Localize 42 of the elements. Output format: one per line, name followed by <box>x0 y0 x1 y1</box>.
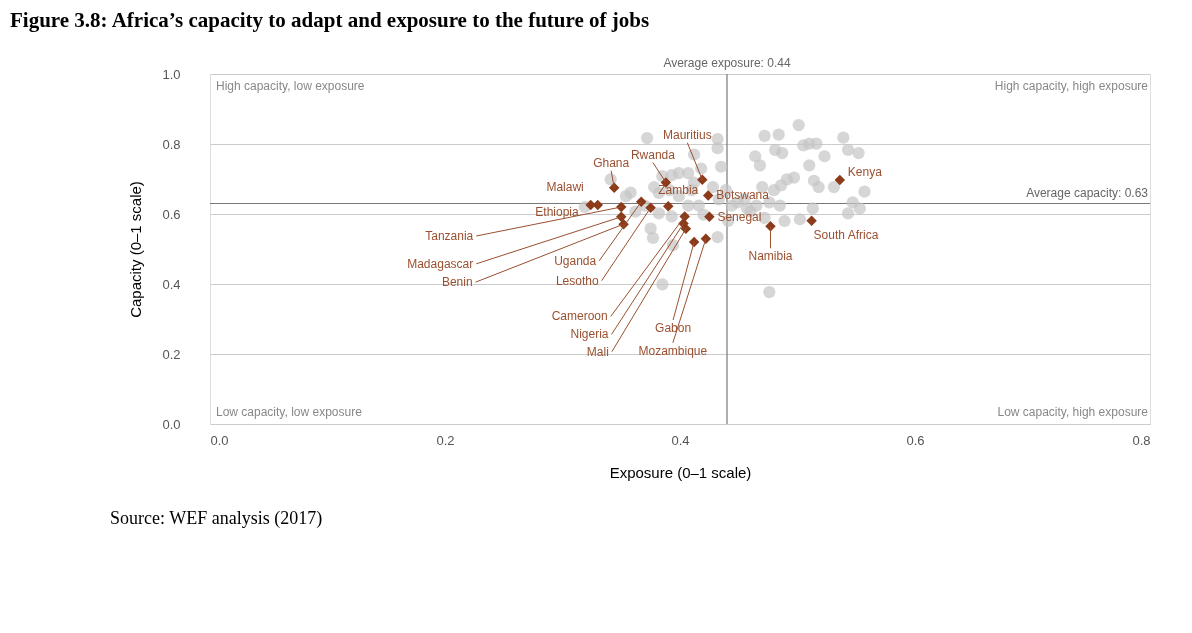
data-label: Cameroon <box>551 309 608 324</box>
data-label: Senegal <box>717 209 762 224</box>
annotation: High capacity, high exposure <box>994 79 1149 93</box>
x-tick-label: 0.2 <box>436 432 455 448</box>
x-tick-label: 0.0 <box>210 432 229 448</box>
data-label: Mozambique <box>638 343 708 358</box>
y-axis-title: Capacity (0–1 scale) <box>127 181 145 318</box>
y-tick-label: 0.2 <box>162 346 181 362</box>
source-note: Source: WEF analysis (2017) <box>110 508 323 529</box>
ref-line-label: Average capacity: 0.63 <box>1026 185 1149 200</box>
data-label: Zambia <box>658 183 699 198</box>
data-label: Rwanda <box>630 147 676 162</box>
ref-line-label: Average exposure: 0.44 <box>663 56 791 70</box>
x-tick-label: 0.6 <box>906 432 925 448</box>
data-label: Namibia <box>748 249 793 264</box>
x-tick-label: 0.8 <box>1132 432 1151 448</box>
data-label: Mali <box>586 344 609 359</box>
x-tick-label: 0.4 <box>671 432 690 448</box>
data-label: Uganda <box>554 253 597 268</box>
data-label: Malawi <box>546 179 584 194</box>
y-tick-label: 0.4 <box>162 276 181 292</box>
data-label: Benin <box>441 275 473 290</box>
data-label: Ethiopia <box>535 204 580 219</box>
data-label: Botswana <box>716 188 770 203</box>
annotation: High capacity, low exposure <box>216 79 365 93</box>
data-label: Gabon <box>655 321 692 335</box>
x-axis-title: Exposure (0–1 scale) <box>609 463 752 481</box>
data-label: Mauritius <box>662 127 712 142</box>
y-tick-label: 0.8 <box>162 136 181 152</box>
data-label: Tanzania <box>425 229 474 243</box>
data-label: South Africa <box>813 227 879 242</box>
data-label: Lesotho <box>555 273 599 288</box>
annotation: Low capacity, high exposure <box>997 405 1149 419</box>
y-tick-label: 0.0 <box>162 416 181 432</box>
data-label: Nigeria <box>570 327 609 342</box>
chart-title: Figure 3.8: Africa’s capacity to adapt and exposure to the future of jobs <box>10 8 650 32</box>
y-tick-label: 1.0 <box>162 66 181 82</box>
data-label: Madagascar <box>407 256 474 271</box>
data-label: Ghana <box>593 155 630 170</box>
annotation: Low capacity, low exposure <box>216 405 363 419</box>
data-label: Kenya <box>847 165 883 180</box>
y-tick-label: 0.6 <box>162 206 181 222</box>
